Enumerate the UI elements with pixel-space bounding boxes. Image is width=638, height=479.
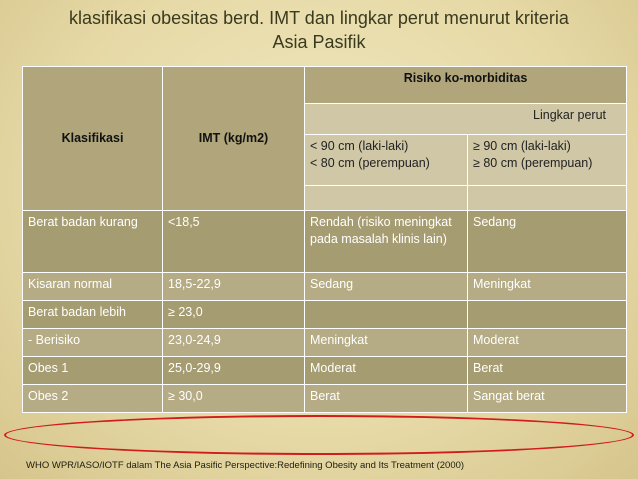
header-lingkar-ge: ≥ 90 cm (laki-laki) ≥ 80 cm (perempuan) bbox=[466, 134, 628, 186]
cell-risk-lt bbox=[304, 300, 468, 329]
cell-risk-ge: Sedang bbox=[466, 210, 628, 273]
cell-risk-ge: Sangat berat bbox=[466, 384, 628, 413]
cell-risk-ge: Berat bbox=[466, 356, 628, 385]
table-row: Kisaran normal 18,5-22,9 Sedang Meningka… bbox=[22, 272, 628, 301]
header-empty-cell bbox=[304, 185, 468, 211]
slide-title-line2: Asia Pasifik bbox=[272, 32, 366, 52]
cell-risk-ge bbox=[466, 300, 628, 329]
header-risiko: Risiko ko-morbiditas bbox=[303, 66, 628, 104]
cell-klasifikasi: Berat badan kurang bbox=[22, 210, 163, 273]
cell-klasifikasi: Berat badan lebih bbox=[22, 300, 163, 329]
header-lingkar-lt: < 90 cm (laki-laki) < 80 cm (perempuan) bbox=[304, 134, 468, 186]
cell-risk-lt: Sedang bbox=[304, 272, 468, 301]
cell-klasifikasi: Obes 2 bbox=[22, 384, 163, 413]
source-footnote: WHO WPR/IASO/IOTF dalam The Asia Pasific… bbox=[26, 460, 465, 471]
cell-klasifikasi: Obes 1 bbox=[22, 356, 163, 385]
cell-risk-lt: Meningkat bbox=[304, 328, 468, 357]
obesity-classification-table: Klasifikasi IMT (kg/m2) Risiko ko-morbid… bbox=[22, 66, 628, 413]
cell-imt: 23,0-24,9 bbox=[162, 328, 305, 357]
header-lingkar-lt-female: < 80 cm (perempuan) bbox=[310, 156, 430, 170]
cell-risk-lt: Berat bbox=[304, 384, 468, 413]
cell-klasifikasi: - Berisiko bbox=[22, 328, 163, 357]
cell-imt: <18,5 bbox=[162, 210, 305, 273]
cell-imt: ≥ 23,0 bbox=[162, 300, 305, 329]
cell-imt: 18,5-22,9 bbox=[162, 272, 305, 301]
table-row: Berat badan lebih ≥ 23,0 bbox=[22, 300, 628, 329]
header-lingkar-ge-female: ≥ 80 cm (perempuan) bbox=[473, 156, 593, 170]
table-row: Berat badan kurang <18,5 Rendah (risiko … bbox=[22, 210, 628, 273]
header-klasifikasi: Klasifikasi bbox=[22, 66, 163, 211]
header-empty-cell bbox=[466, 185, 628, 211]
highlight-ellipse bbox=[4, 415, 634, 455]
header-imt: IMT (kg/m2) bbox=[162, 66, 305, 211]
cell-klasifikasi: Kisaran normal bbox=[22, 272, 163, 301]
cell-risk-ge: Moderat bbox=[466, 328, 628, 357]
header-lingkar-ge-male: ≥ 90 cm (laki-laki) bbox=[473, 139, 571, 153]
slide-title-line1: klasifikasi obesitas berd. IMT dan lingk… bbox=[69, 8, 569, 28]
slide-title: klasifikasi obesitas berd. IMT dan lingk… bbox=[0, 6, 638, 54]
header-lingkar-lt-male: < 90 cm (laki-laki) bbox=[310, 139, 409, 153]
cell-risk-lt: Rendah (risiko meningkat pada masalah kl… bbox=[304, 210, 468, 273]
table-row: Obes 1 25,0-29,9 Moderat Berat bbox=[22, 356, 628, 385]
table-row: - Berisiko 23,0-24,9 Meningkat Moderat bbox=[22, 328, 628, 357]
cell-risk-ge: Meningkat bbox=[466, 272, 628, 301]
cell-imt: 25,0-29,9 bbox=[162, 356, 305, 385]
cell-risk-lt: Moderat bbox=[304, 356, 468, 385]
table-row: Obes 2 ≥ 30,0 Berat Sangat berat bbox=[22, 384, 628, 413]
header-lingkar-perut: Lingkar perut bbox=[303, 103, 628, 135]
cell-imt: ≥ 30,0 bbox=[162, 384, 305, 413]
